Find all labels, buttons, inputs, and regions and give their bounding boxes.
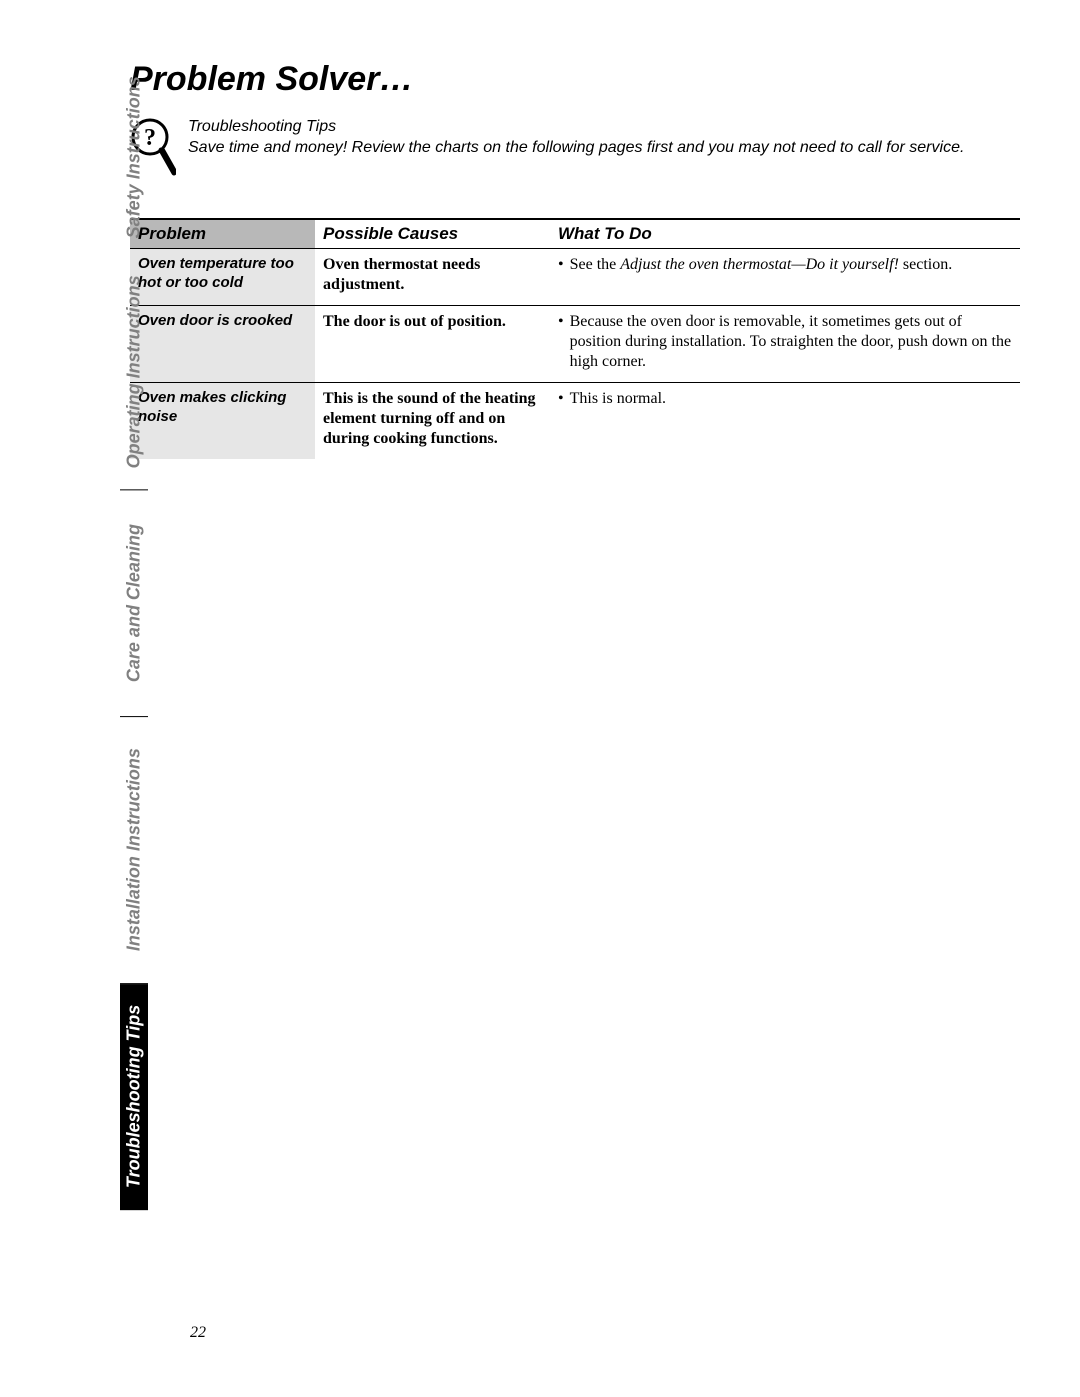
intro-heading: Troubleshooting Tips <box>188 117 964 138</box>
table-row: Oven makes clicking noise This is the so… <box>130 383 1020 460</box>
col-header-cause: Possible Causes <box>315 219 550 249</box>
cell-todo: •This is normal. <box>550 383 1020 460</box>
col-header-todo: What To Do <box>550 219 1020 249</box>
cell-cause: This is the sound of the heating element… <box>315 383 550 460</box>
page-number: 22 <box>190 1324 206 1342</box>
table-row: Oven temperature too hot or too cold Ove… <box>130 249 1020 306</box>
tab-safety[interactable]: Safety Instructions <box>120 60 148 254</box>
cell-problem: Oven temperature too hot or too cold <box>130 249 315 306</box>
troubleshoot-table: Problem Possible Causes What To Do Oven … <box>130 218 1020 459</box>
tab-care[interactable]: Care and Cleaning <box>120 491 148 717</box>
intro-block: ? Troubleshooting Tips Save time and mon… <box>130 117 1020 194</box>
cell-problem: Oven door is crooked <box>130 306 315 383</box>
cell-problem: Oven makes clicking noise <box>130 383 315 460</box>
cell-todo: •See the Adjust the oven thermostat—Do i… <box>550 249 1020 306</box>
tab-installation[interactable]: Installation Instructions <box>120 717 148 984</box>
page-title: Problem Solver… <box>130 60 1020 99</box>
col-header-problem: Problem <box>130 219 315 249</box>
cell-todo: •Because the oven door is removable, it … <box>550 306 1020 383</box>
intro-text: Troubleshooting Tips Save time and money… <box>188 117 964 159</box>
tab-troubleshooting[interactable]: Troubleshooting Tips <box>120 984 148 1210</box>
cell-cause: The door is out of position. <box>315 306 550 383</box>
table-row: Oven door is crooked The door is out of … <box>130 306 1020 383</box>
side-tabs: Safety Instructions Operating Instructio… <box>120 60 148 1210</box>
intro-body: Save time and money! Review the charts o… <box>188 138 964 159</box>
cell-cause: Oven thermostat needs adjustment. <box>315 249 550 306</box>
tab-operating[interactable]: Operating Instructions <box>120 254 148 490</box>
